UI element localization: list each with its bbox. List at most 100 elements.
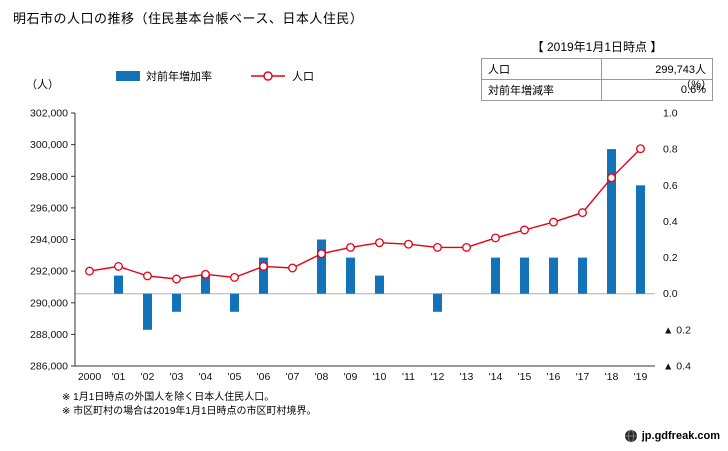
info-table: 人口 299,743人 対前年増減率 0.6% bbox=[480, 58, 713, 101]
info-box-header: 【 2019年1月1日時点 】 bbox=[531, 40, 663, 54]
svg-text:'12: '12 bbox=[431, 371, 445, 383]
legend-label-growth-rate: 対前年増加率 bbox=[146, 71, 212, 83]
point-'12 bbox=[433, 242, 442, 252]
bar-'14 bbox=[491, 257, 500, 294]
point-'13 bbox=[462, 242, 471, 252]
svg-text:296,000: 296,000 bbox=[30, 202, 68, 214]
svg-text:▲ 0.2: ▲ 0.2 bbox=[663, 324, 691, 336]
svg-text:'19: '19 bbox=[634, 371, 648, 383]
left-axis-labels: 302,000 300,000 298,000 296,000 294,000 292,0… bbox=[30, 108, 75, 373]
svg-text:'09: '09 bbox=[344, 371, 358, 383]
svg-text:'17: '17 bbox=[576, 371, 590, 383]
svg-text:'14: '14 bbox=[489, 371, 503, 383]
point-'19 bbox=[636, 144, 645, 154]
svg-text:288,000: 288,000 bbox=[30, 329, 68, 341]
svg-text:0.0: 0.0 bbox=[663, 288, 678, 300]
svg-text:1.0: 1.0 bbox=[663, 108, 678, 120]
bar-'18 bbox=[607, 149, 616, 294]
svg-text:294,000: 294,000 bbox=[30, 234, 68, 246]
x-axis-labels: 2000 '01 '02 '03 '04 '05 '06 '07 '08 '09 '10 '11 '12… bbox=[78, 371, 648, 383]
point-'03 bbox=[172, 274, 181, 284]
point-'14 bbox=[491, 233, 500, 243]
bar-'02 bbox=[143, 293, 152, 330]
point-'15 bbox=[520, 225, 529, 235]
svg-text:'04: '04 bbox=[199, 371, 213, 383]
info-row-population: 人口 299,743人 bbox=[480, 58, 713, 80]
svg-text:0.8: 0.8 bbox=[663, 144, 678, 156]
bar-'16 bbox=[549, 257, 558, 294]
bar-'05 bbox=[230, 293, 239, 312]
point-2000 bbox=[85, 266, 94, 276]
point-'18 bbox=[607, 173, 616, 183]
line-marker-icon bbox=[251, 71, 285, 81]
bar-swatch-icon bbox=[116, 71, 140, 81]
point-'06 bbox=[259, 261, 268, 271]
bar-'10 bbox=[375, 275, 384, 294]
point-'09 bbox=[346, 242, 355, 252]
svg-text:286,000: 286,000 bbox=[30, 361, 68, 373]
legend-item-population: 人口 bbox=[250, 68, 314, 84]
svg-text:'16: '16 bbox=[547, 371, 561, 383]
svg-text:300,000: 300,000 bbox=[30, 139, 68, 151]
info-box: 【 2019年1月1日時点 】 人口 299,743人 対前年増減率 0.6% bbox=[480, 38, 713, 101]
point-'04 bbox=[201, 269, 210, 279]
point-'02 bbox=[143, 271, 152, 281]
watermark-text: jp.gdfreak.com bbox=[641, 430, 720, 442]
svg-text:'15: '15 bbox=[518, 371, 532, 383]
svg-text:'06: '06 bbox=[257, 371, 271, 383]
right-axis-labels: 1.0 0.8 0.6 0.4 0.2 0.0 ▲ 0.2 ▲ 0.4 bbox=[663, 108, 691, 373]
watermark: jp.gdfreak.com bbox=[624, 429, 720, 443]
bar-'17 bbox=[578, 257, 587, 294]
population-line bbox=[85, 144, 645, 284]
svg-text:2000: 2000 bbox=[78, 371, 102, 383]
svg-text:'02: '02 bbox=[141, 371, 155, 383]
info-row-growth-rate: 対前年増減率 0.6% bbox=[480, 79, 713, 101]
bar-'09 bbox=[346, 257, 355, 294]
page-title: 明石市の人口の推移（住民基本台帳ベース、日本人住民） bbox=[13, 11, 364, 26]
svg-text:'10: '10 bbox=[373, 371, 387, 383]
globe-icon bbox=[624, 429, 637, 443]
svg-text:'05: '05 bbox=[228, 371, 242, 383]
point-'01 bbox=[114, 261, 123, 271]
svg-text:'08: '08 bbox=[315, 371, 329, 383]
bar-'19 bbox=[636, 185, 645, 294]
svg-text:'11: '11 bbox=[402, 371, 415, 383]
bar-'15 bbox=[520, 257, 529, 294]
axes bbox=[74, 113, 655, 367]
svg-text:292,000: 292,000 bbox=[30, 266, 68, 278]
bar-'06 bbox=[259, 257, 268, 294]
svg-text:'13: '13 bbox=[460, 371, 474, 383]
point-'10 bbox=[375, 238, 384, 248]
chart-legend: 対前年増加率 人口 bbox=[116, 68, 352, 84]
point-'07 bbox=[288, 263, 297, 273]
point-'08 bbox=[317, 249, 326, 259]
bar-'04 bbox=[201, 275, 210, 294]
svg-text:298,000: 298,000 bbox=[30, 171, 68, 183]
bar-'03 bbox=[172, 293, 181, 312]
svg-text:0.2: 0.2 bbox=[663, 252, 678, 264]
bar-'12 bbox=[433, 293, 442, 312]
growth-rate-bars bbox=[114, 149, 645, 330]
svg-text:0.4: 0.4 bbox=[663, 216, 678, 228]
footnotes: ※ 1月1日時点の外国人を除く日本人住民人口。 ※ 市区町村の場合は2019年1… bbox=[62, 391, 317, 418]
svg-text:▲ 0.4: ▲ 0.4 bbox=[663, 361, 691, 373]
point-'05 bbox=[230, 272, 239, 282]
svg-text:302,000: 302,000 bbox=[30, 108, 68, 120]
point-'11 bbox=[404, 239, 413, 249]
legend-label-population: 人口 bbox=[292, 71, 314, 83]
info-label-growth-rate: 対前年増減率 bbox=[480, 79, 603, 101]
left-axis-unit: （人） bbox=[26, 79, 59, 91]
svg-text:'01: '01 bbox=[112, 371, 126, 383]
info-value-population: 299,743人 bbox=[601, 58, 713, 80]
footnote-1: ※ 1月1日時点の外国人を除く日本人住民人口。 bbox=[62, 392, 275, 403]
svg-text:'03: '03 bbox=[170, 371, 184, 383]
point-'17 bbox=[578, 208, 587, 218]
info-value-growth-rate: 0.6% bbox=[601, 79, 713, 101]
svg-text:0.6: 0.6 bbox=[663, 180, 678, 192]
svg-text:'18: '18 bbox=[605, 371, 619, 383]
point-'16 bbox=[549, 217, 558, 227]
svg-text:290,000: 290,000 bbox=[30, 297, 68, 309]
bar-'08 bbox=[317, 239, 326, 294]
